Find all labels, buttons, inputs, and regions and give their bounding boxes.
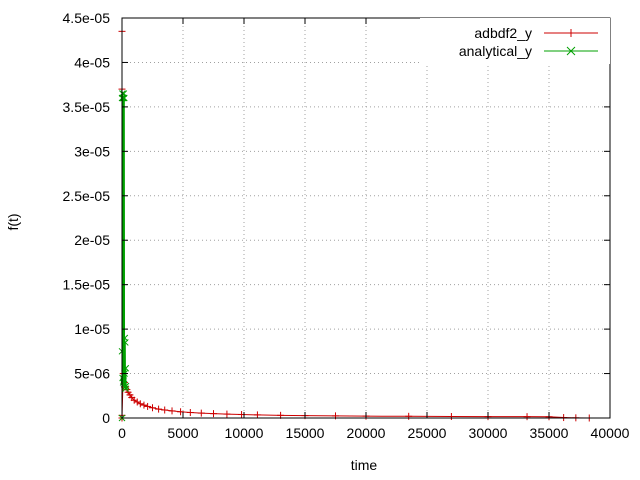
marker-stroke [119, 379, 127, 386]
y-tick-label: 4.5e-05 [63, 10, 111, 26]
marker-stroke [122, 382, 130, 390]
y-axis-title: f(t) [5, 213, 21, 230]
legend-background [420, 18, 610, 64]
y-tick-label: 2.5e-05 [63, 188, 111, 204]
y-tick-label: 1.5e-05 [63, 277, 111, 293]
x-tick-label: 15000 [286, 425, 325, 441]
x-tick-label: 5000 [167, 425, 198, 441]
legend-marker-adbdf2 [567, 29, 575, 37]
tick-labels: 0 5000 10000 15000 20000 25000 30000 35000 40000… [63, 10, 630, 441]
data-point-adbdf2-y [177, 408, 185, 416]
y-tick-label: 3e-05 [74, 143, 110, 159]
data-point-adbdf2-y [133, 398, 141, 406]
y-tick-label: 1e-05 [74, 321, 110, 337]
x-tick-label: 10000 [225, 425, 264, 441]
x-tick-label: 20000 [347, 425, 386, 441]
data-point-adbdf2-y [161, 406, 169, 414]
data-point-adbdf2-y [253, 411, 261, 419]
data-point-adbdf2-y [523, 413, 531, 421]
x-tick-label: 35000 [530, 425, 569, 441]
grid-lines [122, 18, 610, 418]
data-point-adbdf2-y [405, 412, 413, 420]
x-tick-label: 30000 [469, 425, 508, 441]
legend-entry-analytical: analytical_y [459, 43, 598, 59]
series-line-adbdf2-y [121, 31, 590, 419]
data-point-analytical-y [122, 364, 130, 372]
y-tick-label: 4e-05 [74, 54, 110, 70]
y-tick-label: 3.5e-05 [63, 99, 111, 115]
data-point-analytical-y [122, 385, 129, 393]
data-point-adbdf2-y [223, 410, 231, 418]
data-point-adbdf2-y [197, 409, 205, 417]
data-point-adbdf2-y [140, 401, 148, 409]
legend: adbdf2_y analytical_y [420, 18, 610, 64]
x-tick-label: 0 [118, 425, 126, 441]
data-point-adbdf2-y [155, 405, 163, 413]
data-point-adbdf2-y [210, 410, 217, 418]
marker-stroke [121, 339, 129, 346]
data-point-adbdf2-y [149, 404, 156, 412]
data-point-adbdf2-y [168, 407, 176, 415]
data-point-adbdf2-y [136, 400, 144, 408]
series-layer [118, 27, 593, 422]
data-point-adbdf2-y [186, 408, 194, 416]
x-axis-title: time [351, 457, 378, 473]
y-tick-label: 2e-05 [74, 232, 110, 248]
data-point-analytical-y [121, 339, 129, 346]
x-tick-label: 25000 [408, 425, 447, 441]
data-point-analytical-y [122, 382, 130, 390]
legend-entry-adbdf2: adbdf2_y [474, 25, 598, 41]
data-point-adbdf2-y [130, 396, 138, 404]
marker-stroke [122, 385, 129, 393]
legend-label-analytical: analytical_y [459, 43, 532, 59]
data-point-adbdf2-y [144, 402, 152, 410]
data-point-adbdf2-y [447, 412, 455, 420]
x-tick-label: 40000 [591, 425, 630, 441]
y-tick-label: 0 [102, 410, 110, 426]
y-tick-label: 5e-06 [74, 366, 110, 382]
marker-stroke [119, 94, 127, 102]
legend-label-adbdf2: adbdf2_y [474, 25, 532, 41]
marker-stroke [122, 364, 130, 372]
legend-marker-analytical [566, 46, 576, 56]
